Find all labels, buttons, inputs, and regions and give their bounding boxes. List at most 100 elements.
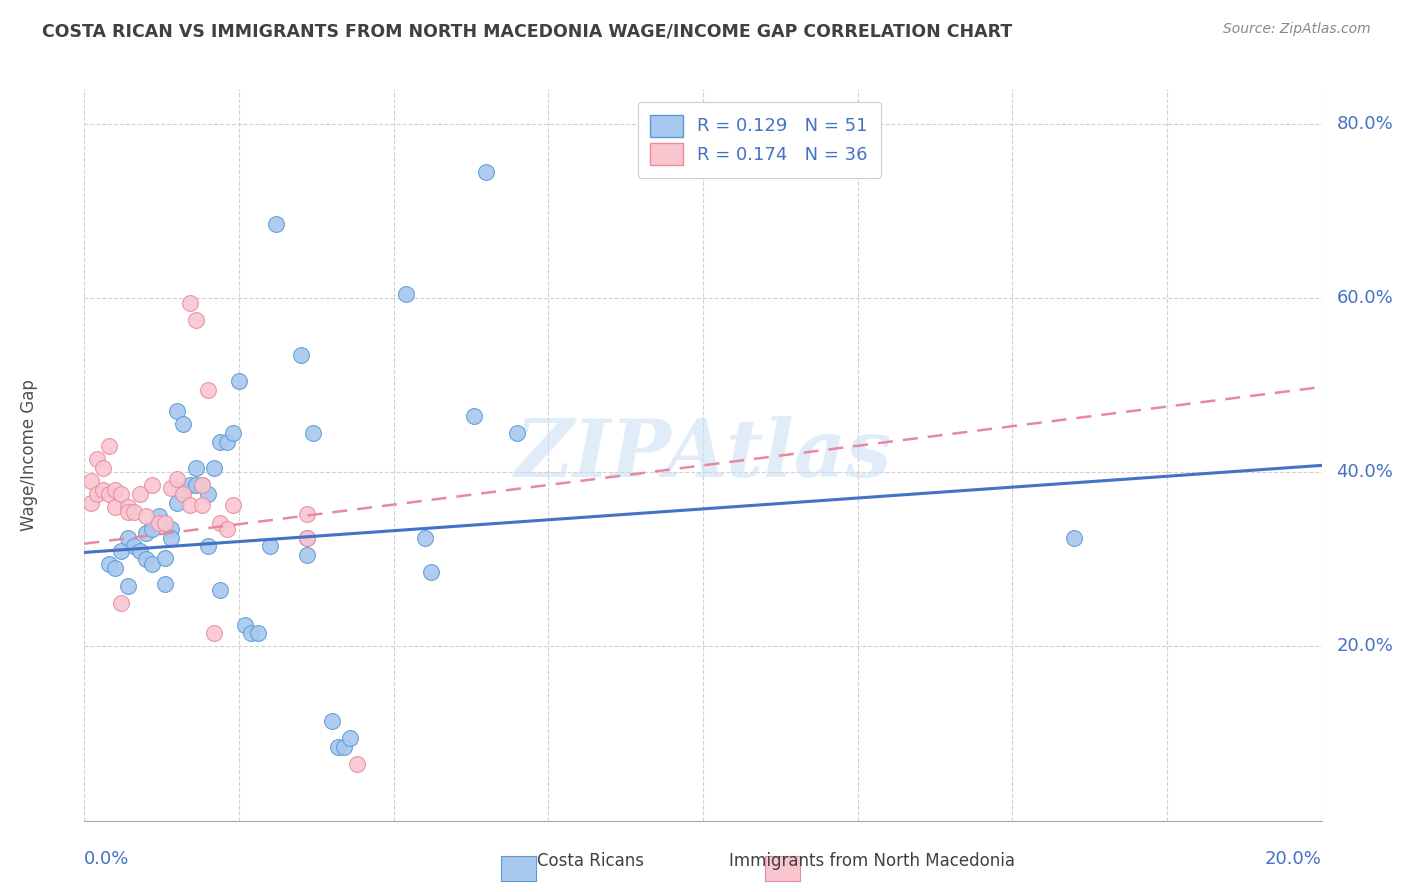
Point bbox=[295, 531, 318, 545]
Point bbox=[339, 731, 361, 745]
Point bbox=[135, 552, 157, 566]
Point bbox=[191, 478, 214, 492]
Point bbox=[1063, 531, 1085, 545]
Point bbox=[160, 481, 183, 495]
Point bbox=[117, 578, 139, 592]
Point bbox=[110, 543, 132, 558]
Point bbox=[79, 496, 101, 510]
Point bbox=[191, 499, 214, 513]
Point bbox=[148, 516, 170, 530]
Point bbox=[153, 576, 176, 591]
Point bbox=[295, 531, 318, 545]
Point bbox=[166, 496, 188, 510]
Point bbox=[148, 508, 170, 523]
Point bbox=[141, 557, 163, 571]
Text: 0.0%: 0.0% bbox=[84, 850, 129, 868]
Text: ZIPAtlas: ZIPAtlas bbox=[515, 417, 891, 493]
Point bbox=[179, 295, 201, 310]
Point bbox=[104, 500, 127, 515]
Text: 20.0%: 20.0% bbox=[1337, 638, 1393, 656]
Point bbox=[98, 439, 121, 453]
Point bbox=[259, 539, 281, 553]
Point bbox=[191, 478, 214, 492]
Point bbox=[117, 504, 139, 518]
Point bbox=[321, 714, 343, 728]
Point bbox=[98, 487, 121, 501]
Point bbox=[184, 478, 207, 492]
Point bbox=[135, 526, 157, 541]
Point bbox=[184, 313, 207, 327]
Text: 20.0%: 20.0% bbox=[1265, 850, 1322, 868]
Point bbox=[98, 557, 121, 571]
Point bbox=[419, 566, 441, 580]
Text: Source: ZipAtlas.com: Source: ZipAtlas.com bbox=[1223, 22, 1371, 37]
Point bbox=[129, 487, 152, 501]
Point bbox=[79, 474, 101, 488]
Point bbox=[86, 452, 108, 467]
Point bbox=[209, 434, 232, 449]
Text: COSTA RICAN VS IMMIGRANTS FROM NORTH MACEDONIA WAGE/INCOME GAP CORRELATION CHART: COSTA RICAN VS IMMIGRANTS FROM NORTH MAC… bbox=[42, 22, 1012, 40]
Point bbox=[117, 531, 139, 545]
Point bbox=[104, 561, 127, 575]
Point bbox=[295, 548, 318, 562]
Point bbox=[141, 522, 163, 536]
Point bbox=[240, 626, 263, 640]
Point bbox=[475, 165, 498, 179]
Point bbox=[179, 478, 201, 492]
Point bbox=[197, 383, 219, 397]
Point bbox=[463, 409, 485, 423]
Point bbox=[117, 500, 139, 515]
Point bbox=[222, 426, 245, 441]
Point bbox=[184, 461, 207, 475]
Point bbox=[91, 461, 114, 475]
Point bbox=[197, 539, 219, 553]
Point bbox=[264, 217, 287, 231]
Point bbox=[246, 626, 269, 640]
Point bbox=[122, 539, 145, 553]
Point bbox=[209, 582, 232, 597]
Point bbox=[346, 757, 368, 772]
Legend: R = 0.129   N = 51, R = 0.174   N = 36: R = 0.129 N = 51, R = 0.174 N = 36 bbox=[638, 102, 880, 178]
Point bbox=[86, 487, 108, 501]
Point bbox=[290, 348, 312, 362]
Point bbox=[135, 508, 157, 523]
Point bbox=[222, 499, 245, 513]
Point bbox=[91, 483, 114, 497]
Point bbox=[326, 739, 349, 754]
Point bbox=[160, 522, 183, 536]
Point bbox=[110, 596, 132, 610]
Point bbox=[166, 404, 188, 418]
Point bbox=[104, 483, 127, 497]
Point bbox=[172, 417, 194, 432]
Point bbox=[215, 434, 238, 449]
Point bbox=[228, 374, 250, 388]
Text: Wage/Income Gap: Wage/Income Gap bbox=[20, 379, 38, 531]
Point bbox=[153, 550, 176, 565]
Point bbox=[295, 507, 318, 521]
Point bbox=[122, 504, 145, 518]
Point bbox=[153, 516, 176, 530]
Text: 60.0%: 60.0% bbox=[1337, 289, 1393, 307]
Point bbox=[141, 478, 163, 492]
Point bbox=[172, 483, 194, 497]
Point bbox=[506, 426, 529, 441]
Point bbox=[233, 617, 256, 632]
Text: Costa Ricans: Costa Ricans bbox=[537, 852, 644, 870]
Point bbox=[179, 499, 201, 513]
Point bbox=[172, 487, 194, 501]
Text: Immigrants from North Macedonia: Immigrants from North Macedonia bbox=[728, 852, 1015, 870]
Point bbox=[215, 522, 238, 536]
Point bbox=[202, 626, 225, 640]
Point bbox=[209, 516, 232, 530]
Text: 40.0%: 40.0% bbox=[1337, 463, 1393, 482]
Point bbox=[160, 531, 183, 545]
Point bbox=[166, 472, 188, 486]
Point bbox=[202, 461, 225, 475]
Point bbox=[302, 426, 325, 441]
Point bbox=[197, 487, 219, 501]
Point bbox=[333, 739, 356, 754]
Point bbox=[129, 543, 152, 558]
Point bbox=[110, 487, 132, 501]
Text: 80.0%: 80.0% bbox=[1337, 115, 1393, 133]
Point bbox=[395, 286, 418, 301]
